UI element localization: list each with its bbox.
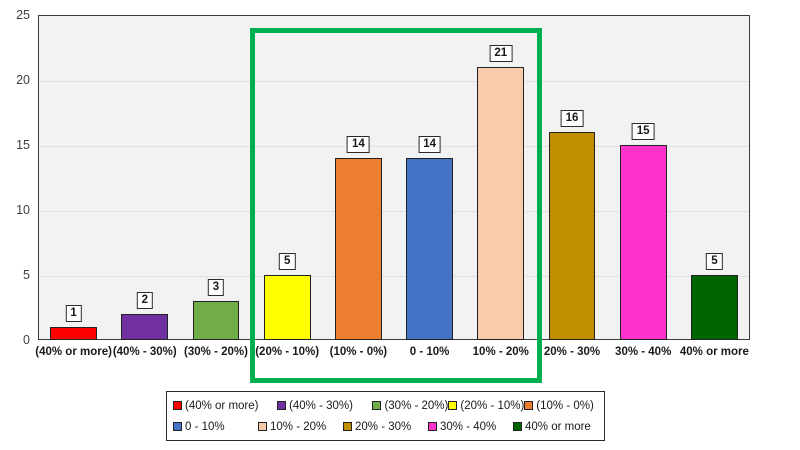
legend-item-label: 40% or more xyxy=(525,420,591,433)
gridline xyxy=(39,211,749,212)
legend-item[interactable]: 30% - 40% xyxy=(428,421,513,433)
legend-item-label: (40% - 30%) xyxy=(289,399,353,412)
legend: (40% or more) (40% - 30%) (30% - 20%) (20% … xyxy=(166,391,605,441)
y-axis-tick-label: 5 xyxy=(23,268,30,282)
bar-value-label: 14 xyxy=(346,136,370,153)
gridline xyxy=(39,276,749,277)
legend-row: (40% or more) (40% - 30%) (30% - 20%) (20% … xyxy=(173,395,598,416)
bar[interactable] xyxy=(619,145,667,340)
legend-color-swatch-icon xyxy=(343,422,352,431)
bar[interactable] xyxy=(477,67,525,340)
legend-color-swatch-icon xyxy=(258,422,267,431)
x-axis-tick-label: (40% - 30%) xyxy=(112,346,177,358)
legend-item[interactable]: (10% - 0%) xyxy=(524,400,598,412)
bar-value-label: 1 xyxy=(65,305,82,322)
legend-color-swatch-icon xyxy=(513,422,522,431)
gridline xyxy=(39,81,749,82)
x-axis-tick-label: 10% - 20% xyxy=(472,346,529,358)
legend-item[interactable]: (20% - 10%) xyxy=(448,400,524,412)
legend-item-label: (20% - 10%) xyxy=(460,399,525,412)
bar[interactable] xyxy=(548,132,596,340)
bar-value-label: 2 xyxy=(136,292,153,309)
legend-item-label: (10% - 0%) xyxy=(536,399,594,412)
legend-item-label: 30% - 40% xyxy=(440,420,497,433)
x-axis-tick-label: (40% or more) xyxy=(35,346,112,358)
legend-color-swatch-icon xyxy=(372,401,382,410)
bar-value-label: 16 xyxy=(560,110,584,127)
bar-value-label: 5 xyxy=(278,253,296,270)
legend-row: 0 - 10% 10% - 20% 20% - 30% 30% - 40% 40% or… xyxy=(173,416,598,437)
x-axis-tick-label: 0 - 10% xyxy=(409,346,450,358)
legend-color-swatch-icon xyxy=(524,401,534,410)
x-axis-tick-label: 20% - 30% xyxy=(543,346,601,358)
y-axis-tick-label: 15 xyxy=(16,138,30,152)
bar[interactable] xyxy=(121,314,169,340)
y-axis-tick-label: 0 xyxy=(23,333,30,347)
x-axis-tick-label: 40% or more xyxy=(679,346,749,358)
legend-color-swatch-icon xyxy=(428,422,437,431)
legend-item[interactable]: (30% - 20%) xyxy=(372,400,448,412)
bar[interactable] xyxy=(263,275,311,340)
x-axis-tick-label: (10% - 0%) xyxy=(329,346,388,358)
gridline xyxy=(39,146,749,147)
bar-value-label: 21 xyxy=(489,45,513,62)
legend-color-swatch-icon xyxy=(448,401,458,410)
legend-item-label: (40% or more) xyxy=(185,399,259,412)
legend-color-swatch-icon xyxy=(277,401,287,410)
legend-color-swatch-icon xyxy=(173,401,182,410)
legend-item-label: 20% - 30% xyxy=(355,420,412,433)
bar[interactable] xyxy=(192,301,240,340)
bar[interactable] xyxy=(50,327,98,340)
legend-item[interactable]: 20% - 30% xyxy=(343,421,428,433)
y-axis-tick-label: 25 xyxy=(16,8,30,22)
bar-value-label: 5 xyxy=(706,253,723,270)
bar[interactable] xyxy=(690,275,738,340)
y-axis-tick-label: 20 xyxy=(16,73,30,87)
bar[interactable] xyxy=(406,158,454,340)
legend-item[interactable]: 10% - 20% xyxy=(258,421,343,433)
legend-item-label: (30% - 20%) xyxy=(384,399,449,412)
legend-color-swatch-icon xyxy=(173,422,182,431)
legend-item[interactable]: 40% or more xyxy=(513,421,598,433)
x-axis-tick-label: (30% - 20%) xyxy=(184,346,248,358)
y-axis: 0 5 10 15 20 25 xyxy=(0,0,34,356)
bar[interactable] xyxy=(334,158,382,340)
legend-item-label: 0 - 10% xyxy=(185,420,225,433)
bar-value-label: 15 xyxy=(631,123,655,140)
y-axis-tick-label: 10 xyxy=(16,203,30,217)
legend-item-label: 10% - 20% xyxy=(270,420,327,433)
x-axis-tick-label: 30% - 40% xyxy=(615,346,672,358)
bar-value-label: 14 xyxy=(418,136,441,153)
legend-item[interactable]: 0 - 10% xyxy=(173,421,258,433)
legend-item[interactable]: (40% or more) xyxy=(173,400,277,412)
legend-item[interactable]: (40% - 30%) xyxy=(277,400,372,412)
x-axis-tick-label: (20% - 10%) xyxy=(255,346,320,358)
bar-value-label: 3 xyxy=(207,279,225,296)
